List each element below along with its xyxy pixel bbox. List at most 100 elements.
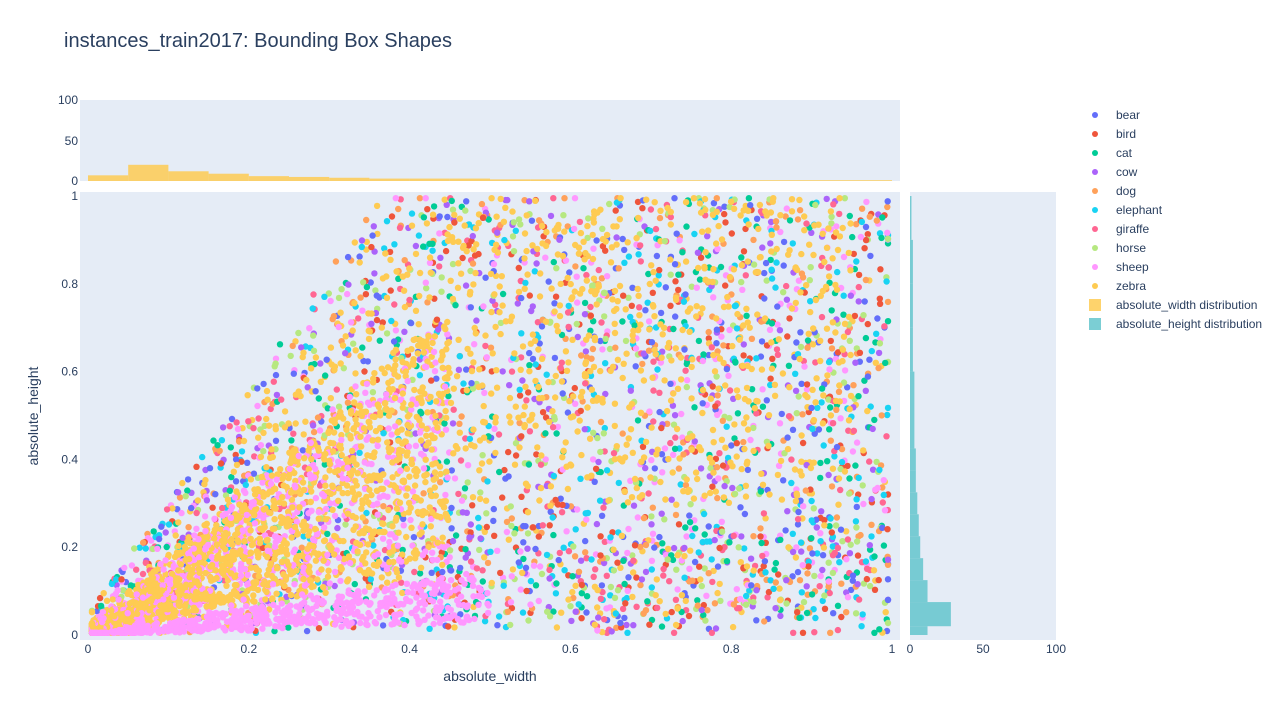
scatter-point <box>747 202 754 209</box>
scatter-point <box>330 313 338 320</box>
scatter-point <box>315 447 322 454</box>
scatter-point <box>526 349 533 357</box>
scatter-point <box>287 459 294 467</box>
scatter-point <box>434 539 441 546</box>
scatter-point <box>255 572 263 580</box>
scatter-point <box>803 583 810 590</box>
scatter-point <box>553 430 560 437</box>
scatter-point <box>497 319 505 327</box>
scatter-point <box>648 616 656 624</box>
scatter-point <box>384 439 391 446</box>
scatter-point <box>521 230 529 237</box>
scatter-point <box>803 381 811 388</box>
scatter-point <box>405 499 413 507</box>
scatter-point <box>833 406 840 413</box>
scatter-point <box>218 437 226 444</box>
scatter-point <box>777 612 784 620</box>
scatter-point <box>550 472 558 480</box>
scatter-point <box>631 542 639 549</box>
width-distribution-bar <box>610 180 892 181</box>
scatter-point <box>847 292 854 299</box>
scatter-point <box>793 410 800 417</box>
scatter-point <box>620 557 627 564</box>
scatter-point <box>630 569 637 576</box>
scatter-point <box>356 567 364 574</box>
scatter-point <box>750 533 757 540</box>
scatter-point <box>405 443 413 450</box>
scatter-point <box>412 335 419 343</box>
scatter-point <box>843 556 850 563</box>
scatter-point <box>393 505 401 512</box>
scatter-point <box>515 264 522 272</box>
scatter-point <box>585 215 592 222</box>
scatter-point <box>827 404 834 411</box>
scatter-point <box>532 545 539 553</box>
scatter-point <box>530 562 538 569</box>
scatter-point <box>639 360 646 368</box>
scatter-point <box>181 543 189 551</box>
scatter-point <box>366 419 373 426</box>
scatter-point <box>799 274 807 281</box>
scatter-point <box>792 497 800 505</box>
scatter-point <box>622 337 630 345</box>
scatter-point <box>723 365 731 373</box>
scatter-point <box>558 359 565 366</box>
scatter-point <box>656 533 663 541</box>
scatter-point <box>728 230 735 237</box>
scatter-point <box>793 544 800 551</box>
scatter-point <box>817 474 824 482</box>
scatter-point <box>687 547 694 554</box>
scatter-point <box>272 437 280 444</box>
scatter-point <box>259 479 266 486</box>
scatter-point <box>729 484 736 492</box>
scatter-point <box>370 542 377 549</box>
scatter-point <box>621 614 628 622</box>
scatter-point <box>575 601 582 608</box>
scatter-point <box>581 299 589 307</box>
scatter-point <box>375 558 383 566</box>
scatter-point <box>574 428 581 435</box>
scatter-point <box>694 249 702 256</box>
scatter-point <box>588 355 595 362</box>
scatter-point <box>833 443 841 451</box>
scatter-point <box>625 294 632 301</box>
scatter-point <box>838 445 846 453</box>
scatter-point <box>876 626 883 633</box>
scatter-point <box>773 346 781 353</box>
scatter-point <box>235 438 243 445</box>
scatter-point <box>595 458 602 466</box>
scatter-point <box>446 554 453 561</box>
scatter-point <box>352 477 359 485</box>
scatter-point <box>819 566 826 574</box>
scatter-point <box>399 589 406 597</box>
scatter-point <box>855 298 862 305</box>
scatter-point <box>291 523 299 531</box>
scatter-point <box>184 487 191 494</box>
scatter-point <box>483 510 490 517</box>
scatter-point <box>272 371 280 379</box>
scatter-point <box>847 586 855 594</box>
scatter-point <box>645 318 653 325</box>
scatter-point <box>417 437 425 444</box>
scatter-point <box>590 363 598 371</box>
scatter-point <box>379 622 387 629</box>
scatter-point <box>444 213 451 221</box>
scatter-point <box>807 264 814 271</box>
scatter-point <box>659 540 666 547</box>
scatter-point <box>487 548 494 555</box>
scatter-point <box>577 557 585 564</box>
scatter-point <box>546 522 553 529</box>
scatter-point <box>821 516 828 524</box>
scatter-point <box>514 300 521 307</box>
scatter-point <box>484 559 492 567</box>
scatter-point <box>500 582 507 589</box>
scatter-point <box>774 351 782 358</box>
scatter-point <box>253 566 260 573</box>
scatter-point <box>271 504 278 512</box>
scatter-point <box>387 287 394 294</box>
scatter-point <box>237 547 244 554</box>
scatter-point <box>520 522 527 530</box>
scatter-point <box>629 593 636 601</box>
scatter-point <box>327 297 334 305</box>
scatter-point <box>652 324 660 331</box>
